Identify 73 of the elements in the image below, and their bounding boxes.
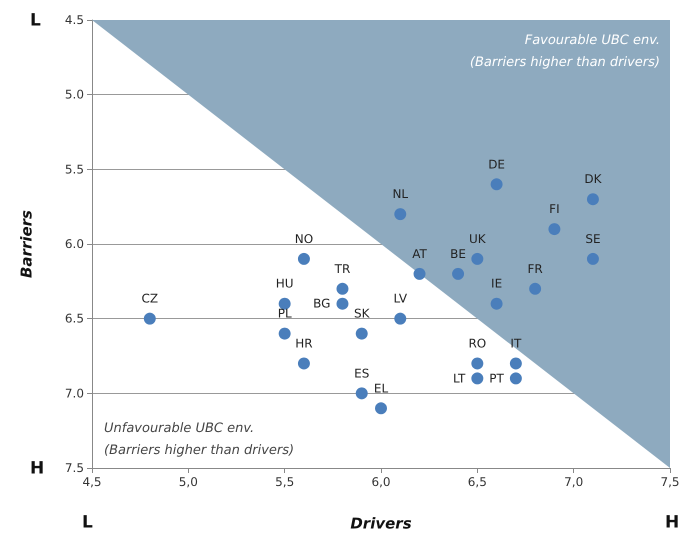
point	[490, 178, 503, 190]
point	[144, 312, 156, 325]
point	[529, 282, 542, 295]
point	[471, 357, 484, 370]
y-tick-label: 4.5	[64, 13, 84, 27]
point	[586, 252, 599, 265]
point	[510, 372, 522, 384]
data-label: RO	[468, 336, 486, 350]
point	[278, 328, 291, 340]
data-label: SE	[585, 232, 601, 246]
data-label: HR	[295, 336, 313, 350]
data-label: IT	[510, 336, 522, 350]
x-tick-label: 5,0	[178, 475, 198, 489]
data-label: EL	[374, 381, 388, 396]
point	[394, 208, 406, 220]
data-label: DE	[488, 157, 506, 172]
data-label: BG	[313, 296, 330, 311]
point	[471, 252, 484, 265]
data-label: NL	[392, 187, 408, 202]
point	[471, 372, 484, 384]
data-label: IE	[491, 276, 502, 291]
annotation: (Barriers higher than drivers)	[470, 55, 660, 70]
text: H	[665, 512, 680, 532]
data-label: TR	[334, 262, 350, 276]
point	[298, 357, 310, 370]
data-label: SK	[354, 306, 371, 321]
data-label: LT	[452, 371, 466, 386]
data-label: BE	[450, 246, 466, 261]
y-tick-label: 7.5	[64, 461, 84, 475]
annotation: Unfavourable UBC env.	[104, 421, 254, 436]
x-tick-label: 7,0	[564, 475, 584, 489]
point	[298, 252, 310, 265]
point	[336, 282, 348, 295]
x-tick-label: 6,0	[371, 475, 391, 489]
point	[394, 312, 406, 325]
data-label: FI	[549, 202, 560, 216]
x-tick-label: 7,5	[660, 475, 680, 489]
data-label: UK	[469, 232, 487, 246]
y-tick-label: 7.0	[64, 386, 84, 400]
data-label: NO	[294, 232, 314, 246]
x-tick-label: 4,5	[82, 475, 102, 489]
point	[356, 387, 368, 400]
data-label: DK	[584, 172, 603, 186]
y-tick-label: 5.5	[64, 162, 84, 176]
data-label: AT	[412, 246, 428, 261]
x-tick-label: 6,5	[468, 475, 487, 489]
point	[375, 402, 387, 414]
point	[452, 268, 464, 280]
point	[490, 298, 503, 310]
data-label: FR	[528, 262, 543, 276]
text: H	[30, 458, 44, 478]
point	[356, 328, 368, 340]
data-label: CZ	[141, 292, 158, 306]
point	[336, 298, 348, 310]
y-axis-title: Barriers	[18, 210, 36, 278]
y-tick-label: 6.0	[64, 237, 84, 251]
data-label: ES	[354, 366, 370, 380]
point	[548, 223, 560, 236]
point	[586, 193, 599, 206]
data-label: LV	[393, 292, 408, 306]
data-label: PT	[489, 371, 505, 386]
point	[510, 357, 522, 370]
x-axis-title: Drivers	[350, 514, 412, 532]
point	[414, 268, 426, 280]
text: L	[82, 512, 93, 532]
data-label: HU	[276, 276, 294, 291]
data-label: PL	[278, 306, 292, 321]
annotation: (Barriers higher than drivers)	[104, 443, 294, 458]
text: L	[30, 10, 41, 30]
y-tick-label: 6.5	[64, 312, 84, 326]
x-tick-label: 5,5	[275, 475, 294, 489]
y-tick-label: 5.0	[64, 88, 84, 102]
annotation: Favourable UBC env.	[524, 33, 660, 48]
